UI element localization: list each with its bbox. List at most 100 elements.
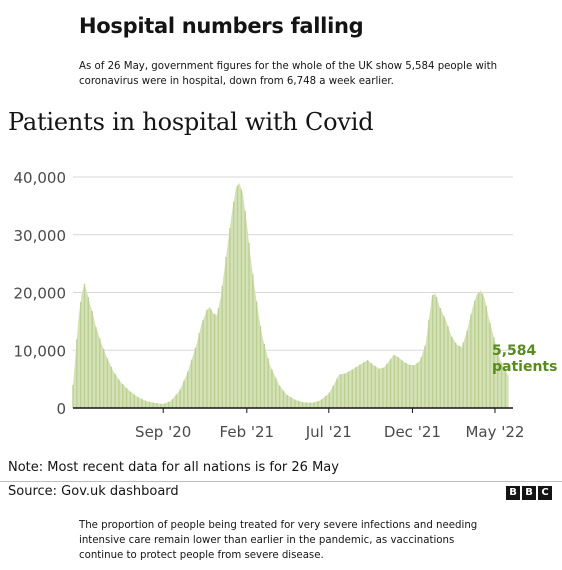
daily-bar: [118, 379, 120, 408]
daily-bar: [255, 301, 258, 408]
daily-bar: [137, 396, 139, 408]
hospital-chart: 0 10,000 20,000 30,000 40,000 Sep '20 Feb '21 J…: [14, 169, 558, 441]
daily-bar: [275, 377, 277, 408]
daily-bar: [102, 348, 105, 408]
daily-bar: [435, 296, 438, 408]
daily-bar: [466, 330, 468, 408]
daily-bar: [451, 336, 453, 408]
daily-bar: [378, 368, 380, 408]
daily-bar: [470, 314, 472, 408]
x-tick-label: May '22: [465, 423, 524, 441]
daily-bar: [393, 355, 396, 408]
daily-bar: [485, 305, 487, 408]
daily-bar: [252, 274, 254, 408]
annotation-value: 5,584: [492, 343, 537, 359]
daily-bar: [328, 392, 331, 408]
daily-bar: [229, 228, 231, 408]
daily-bar: [462, 342, 464, 408]
daily-bar: [76, 339, 78, 408]
daily-bar: [286, 395, 288, 408]
divider: [0, 481, 562, 482]
daily-bar: [248, 243, 250, 408]
daily-bar: [133, 394, 135, 408]
daily-bar: [95, 327, 97, 408]
y-tick-label: 20,000: [14, 285, 67, 303]
daily-bar: [152, 402, 155, 408]
daily-bar: [481, 293, 484, 408]
daily-bar: [305, 402, 308, 408]
daily-bars: [72, 185, 507, 409]
daily-bar: [340, 374, 342, 408]
daily-bar: [294, 399, 296, 408]
daily-bar: [206, 309, 208, 408]
x-tick-label: Feb '21: [220, 423, 275, 441]
daily-bar: [110, 366, 112, 408]
daily-bar: [416, 362, 419, 408]
daily-bar: [366, 360, 369, 408]
daily-bar: [347, 371, 350, 408]
daily-bar: [278, 385, 281, 408]
daily-bar: [500, 362, 503, 408]
daily-bar: [106, 358, 109, 408]
daily-bar: [454, 342, 457, 408]
daily-bar: [439, 308, 441, 408]
daily-bar: [374, 366, 376, 408]
daily-bar: [179, 389, 181, 408]
daily-bar: [389, 359, 392, 408]
daily-bar: [401, 360, 403, 408]
daily-bar: [458, 346, 461, 408]
daily-bar: [412, 365, 415, 408]
daily-bar: [424, 346, 426, 408]
daily-bar: [83, 283, 86, 408]
daily-bar: [244, 210, 246, 408]
area-series: [73, 182, 509, 408]
daily-bar: [125, 387, 128, 408]
daily-bar: [447, 326, 449, 408]
bbc-logo-letter: B: [506, 486, 520, 500]
bbc-logo: B B C: [506, 486, 552, 500]
daily-bar: [187, 371, 189, 408]
daily-bar: [141, 398, 143, 408]
x-tick-label: Dec '21: [384, 423, 441, 441]
daily-bar: [225, 257, 227, 408]
daily-bar: [298, 400, 300, 408]
daily-bar: [167, 401, 170, 408]
footer-text: The proportion of people being treated f…: [79, 520, 478, 561]
daily-bar: [210, 308, 212, 408]
daily-bar: [405, 362, 407, 408]
daily-bar: [156, 403, 158, 408]
daily-bar: [171, 399, 174, 408]
headline: Hospital numbers falling: [79, 14, 364, 38]
daily-bar: [267, 358, 269, 408]
data-note: Note: Most recent data for all nations i…: [8, 460, 339, 475]
daily-bar: [160, 403, 162, 408]
daily-bar: [194, 347, 197, 408]
y-tick-label: 40,000: [14, 169, 67, 187]
daily-bar: [175, 394, 177, 408]
daily-bar: [493, 337, 495, 408]
daily-bar: [431, 295, 434, 408]
daily-bar: [428, 319, 430, 408]
daily-bar: [309, 402, 311, 408]
daily-bar: [443, 316, 445, 408]
daily-bar: [148, 401, 151, 408]
daily-bar: [474, 300, 476, 408]
daily-bar: [497, 351, 499, 408]
daily-bar: [99, 338, 101, 408]
daily-bar: [477, 292, 480, 408]
daily-bar: [122, 384, 124, 408]
daily-bar: [79, 301, 82, 408]
daily-bar: [271, 369, 273, 408]
daily-bar: [217, 308, 220, 408]
daily-bar: [87, 297, 89, 408]
daily-bar: [489, 322, 491, 408]
daily-bar: [332, 385, 334, 408]
y-tick-label: 0: [56, 400, 66, 418]
intro-text: As of 26 May, government figures for the…: [79, 61, 498, 87]
daily-bar: [370, 363, 373, 408]
daily-bar: [114, 373, 116, 408]
bbc-logo-letter: B: [522, 486, 536, 500]
y-tick-label: 10,000: [14, 342, 67, 360]
daily-bar: [420, 357, 422, 408]
daily-bar: [183, 380, 185, 408]
